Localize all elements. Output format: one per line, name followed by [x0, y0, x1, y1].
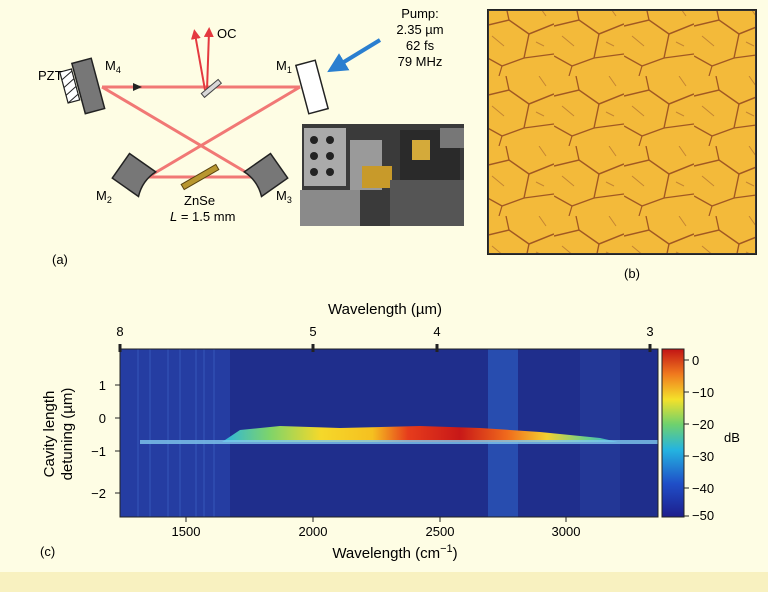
panel-c-heatmap: Wavelength (µm) 8 5 4 3 1 0 −1 −2 Cavity… [40, 301, 740, 562]
output-coupler [200, 78, 223, 99]
colorbar-tick-20: −20 [692, 417, 714, 432]
pump-arrow [327, 38, 382, 73]
m2-label: M2 [96, 188, 112, 205]
bottom-tick-3000: 3000 [552, 524, 581, 539]
panel-b-label: (b) [624, 266, 640, 281]
y-ticks [115, 384, 120, 494]
colorbar-tick-40: −40 [692, 481, 714, 496]
y-tick-1: 1 [99, 378, 106, 393]
panel-b-micrograph: (b) [487, 9, 757, 281]
bottom-strip [0, 572, 768, 592]
oc-label: OC [217, 26, 237, 41]
panel-c-label: (c) [40, 544, 55, 559]
y-tick-minus1: −1 [91, 444, 106, 459]
mirror-m4 [70, 57, 106, 115]
pump-wavelength: 2.35 µm [396, 22, 443, 37]
bottom-tick-1500: 1500 [172, 524, 201, 539]
panel-a-cavity-diagram: OC PZT M4 M1 M2 M3 ZnSe L = 1.5 mm Pump:… [38, 6, 464, 267]
bottom-ticks [185, 517, 567, 522]
crystal-label: ZnSe [184, 193, 215, 208]
bottom-axis-label: Wavelength (cm−1) [332, 543, 457, 562]
y-axis-label-line2: detuning (µm) [59, 388, 76, 481]
crystal-length-label: L = 1.5 mm [170, 209, 235, 224]
colorbar-unit: dB [724, 430, 740, 445]
mirror-m3 [242, 152, 289, 198]
pzt-actuator [59, 68, 81, 104]
top-ticks [118, 344, 652, 352]
bottom-tick-2000: 2000 [299, 524, 328, 539]
m3-label: M3 [276, 188, 292, 205]
top-tick-5: 5 [309, 324, 316, 339]
y-axis-label-line1: Cavity length [41, 391, 58, 478]
heatmap-plot-area [120, 349, 658, 517]
colorbar-tick-10: −10 [692, 385, 714, 400]
m4-label: M4 [105, 58, 121, 75]
colorbar [661, 348, 685, 518]
m1-label: M1 [276, 58, 292, 75]
top-tick-8: 8 [116, 324, 123, 339]
bottom-tick-2500: 2500 [426, 524, 455, 539]
pump-duration: 62 fs [406, 38, 435, 53]
pump-label: Pump: [401, 6, 439, 21]
top-axis-label: Wavelength (µm) [328, 301, 442, 318]
setup-photo [300, 124, 464, 226]
y-tick-0: 0 [99, 411, 106, 426]
y-tick-minus2: −2 [91, 486, 106, 501]
pump-reprate: 79 MHz [398, 54, 443, 69]
colorbar-tick-50: −50 [692, 508, 714, 523]
panel-a-label: (a) [52, 252, 68, 267]
colorbar-ticks [684, 359, 689, 517]
oc-output-arrows [190, 27, 214, 91]
znse-crystal [180, 163, 220, 191]
mirror-m1 [294, 59, 330, 115]
pzt-label: PZT [38, 68, 63, 83]
mirror-m2 [111, 152, 158, 198]
colorbar-tick-30: −30 [692, 449, 714, 464]
top-tick-4: 4 [433, 324, 440, 339]
colorbar-tick-0: 0 [692, 353, 699, 368]
beam-direction-arrow [133, 83, 142, 91]
top-tick-3: 3 [646, 324, 653, 339]
